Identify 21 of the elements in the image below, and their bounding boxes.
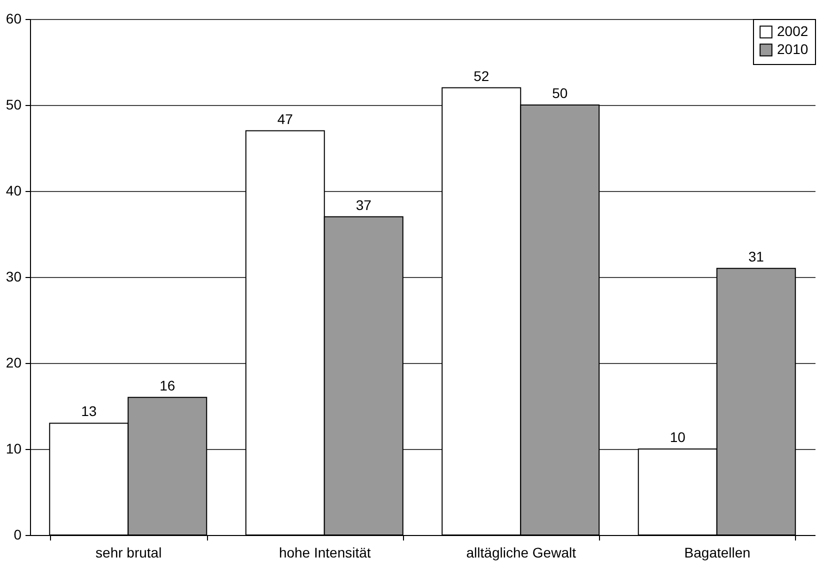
y-tick-label: 30 <box>6 268 22 284</box>
x-tick-label: sehr brutal <box>96 544 162 560</box>
y-tick-label: 10 <box>6 440 22 456</box>
x-tick-label: alltägliche Gewalt <box>466 544 576 560</box>
y-tick-label: 20 <box>6 354 22 370</box>
y-tick-label: 40 <box>6 182 22 198</box>
y-tick-label: 0 <box>14 526 22 542</box>
y-tick-label: 50 <box>6 96 22 112</box>
data-label: 37 <box>356 196 372 213</box>
data-label: 31 <box>748 248 764 264</box>
y-tick-label: 60 <box>6 10 22 26</box>
legend-label: 2002 <box>777 23 808 39</box>
data-label: 47 <box>277 110 294 127</box>
x-tick-label: Bagatellen <box>684 544 750 560</box>
data-label: 16 <box>160 377 176 394</box>
data-label: 50 <box>552 85 568 101</box>
data-label: 10 <box>670 429 686 445</box>
legend-label: 2010 <box>777 41 808 57</box>
x-tick-label: hohe Intensität <box>278 544 371 560</box>
data-label: 52 <box>474 68 490 84</box>
data-label: 13 <box>81 403 97 420</box>
